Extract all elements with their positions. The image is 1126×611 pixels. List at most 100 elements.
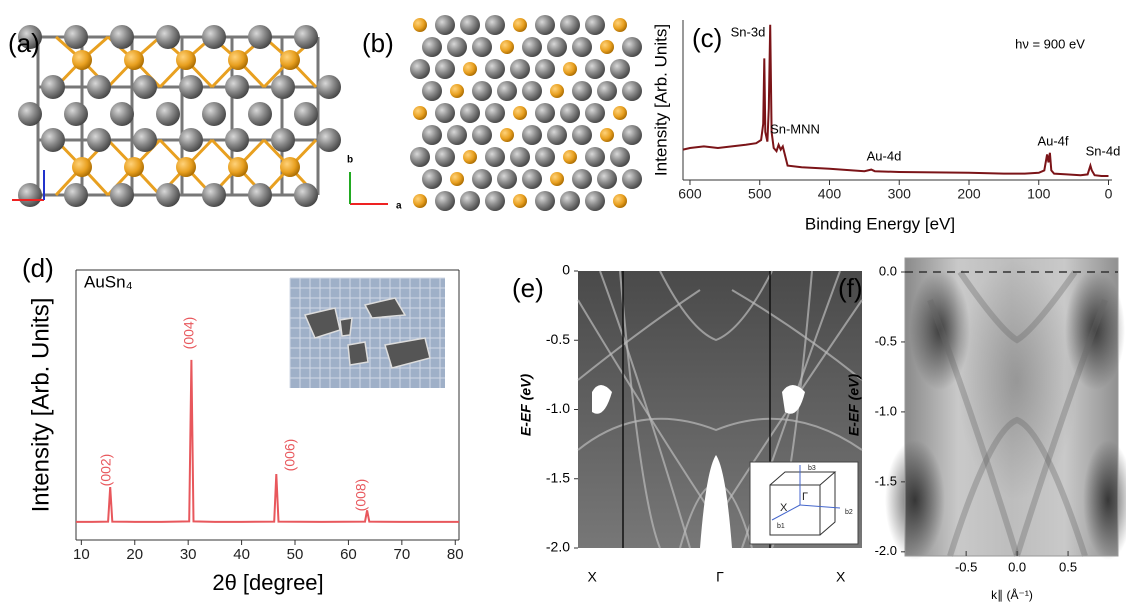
decoration-shape	[271, 128, 295, 152]
x-tick-label: 0	[1105, 186, 1113, 202]
decoration-shape	[413, 194, 427, 208]
y-tick-label: -0.5	[546, 331, 570, 347]
decoration-shape	[572, 125, 592, 145]
decoration-shape	[176, 50, 196, 70]
decoration-shape	[547, 37, 567, 57]
decoration-shape	[450, 172, 464, 186]
decoration-shape	[202, 102, 226, 126]
panel-label: (e)	[512, 273, 544, 303]
decoration-shape	[271, 75, 295, 99]
decoration-shape	[248, 183, 272, 207]
x-tick-label: 10	[73, 546, 90, 563]
decoration-shape	[585, 147, 605, 167]
annotation: (004)	[181, 317, 197, 350]
decoration-shape	[563, 62, 577, 76]
y-tick-label: -1.5	[546, 469, 570, 485]
decoration-shape	[202, 25, 226, 49]
decoration-shape	[41, 128, 65, 152]
decoration-shape	[64, 183, 88, 207]
decoration-shape	[472, 125, 492, 145]
x-tick-label: 300	[888, 186, 912, 202]
decoration-shape	[560, 103, 580, 123]
decoration-shape	[550, 84, 564, 98]
decoration-shape	[500, 128, 514, 142]
decoration-shape	[248, 25, 272, 49]
decoration-shape	[472, 81, 492, 101]
x-tick-label: 500	[748, 186, 772, 202]
decoration-shape	[87, 128, 111, 152]
annotation: (008)	[353, 479, 369, 512]
chart-title: AuSn₄	[84, 272, 133, 291]
decoration-shape	[435, 15, 455, 35]
decoration-shape	[535, 15, 555, 35]
decoration-shape	[600, 128, 614, 142]
decoration-shape	[585, 191, 605, 211]
x-tick-label: 20	[126, 546, 143, 563]
decoration-shape	[600, 40, 614, 54]
decoration-shape	[64, 25, 88, 49]
decoration-shape	[124, 157, 144, 177]
x-tick-label: 40	[233, 546, 250, 563]
decoration-shape	[18, 102, 42, 126]
y-axis-label: Intensity [Arb. Units]	[651, 24, 670, 176]
decoration-shape	[885, 440, 945, 560]
decoration-shape	[460, 191, 480, 211]
axis-letter: a	[396, 201, 402, 212]
annotation: hν = 900 eV	[1015, 36, 1085, 51]
y-tick-label: -1.0	[546, 400, 570, 416]
x-tick-label: 200	[957, 186, 981, 202]
y-axis-label: E-EF (eV)	[846, 374, 862, 437]
figure: (a) (b) b a (c)6005004003002001000Bindin…	[0, 0, 1126, 606]
decoration-shape	[133, 128, 157, 152]
decoration-shape	[513, 106, 527, 120]
decoration-shape	[133, 75, 157, 99]
decoration-shape	[64, 102, 88, 126]
decoration-shape	[622, 37, 642, 57]
decoration-shape	[497, 81, 517, 101]
x-tick-label: 0.0	[1008, 559, 1026, 574]
decoration-shape	[413, 18, 427, 32]
x-tick-label: Γ	[716, 569, 724, 585]
decoration-shape	[510, 147, 530, 167]
decoration-shape	[294, 25, 318, 49]
decoration-shape	[563, 150, 577, 164]
decoration-shape	[597, 81, 617, 101]
y-axis-label: Intensity [Arb. Units]	[27, 298, 54, 513]
decoration-shape	[41, 75, 65, 99]
decoration-shape	[497, 169, 517, 189]
decoration-shape	[18, 183, 42, 207]
decoration-shape	[485, 59, 505, 79]
annotation: Sn-3d	[731, 24, 766, 39]
decoration-shape	[500, 40, 514, 54]
decoration-shape	[228, 157, 248, 177]
decoration-shape	[513, 18, 527, 32]
decoration-shape	[572, 169, 592, 189]
decoration-shape	[510, 59, 530, 79]
decoration-shape	[110, 25, 134, 49]
decoration-shape	[463, 150, 477, 164]
x-tick-label: 0.5	[1059, 559, 1077, 574]
decoration-shape	[202, 183, 226, 207]
decoration-shape	[435, 59, 455, 79]
decoration-shape	[622, 125, 642, 145]
decoration-shape	[472, 37, 492, 57]
y-tick-label: -1.0	[875, 403, 897, 418]
decoration-shape	[413, 106, 427, 120]
decoration-shape	[176, 157, 196, 177]
annotation: (002)	[98, 454, 114, 487]
decoration-shape	[522, 37, 542, 57]
decoration-shape	[613, 18, 627, 32]
decoration-shape	[547, 125, 567, 145]
x-tick-label: 30	[180, 546, 197, 563]
decoration-shape	[422, 125, 442, 145]
decoration-shape	[179, 75, 203, 99]
decoration-shape	[522, 169, 542, 189]
decoration-shape	[485, 147, 505, 167]
decoration-shape	[435, 147, 455, 167]
decoration-shape	[317, 75, 341, 99]
panel-label: (d)	[22, 253, 54, 283]
decoration-shape	[750, 462, 858, 544]
x-tick-label: X	[588, 569, 598, 585]
decoration-shape	[460, 15, 480, 35]
annotation: Sn-MNN	[770, 121, 820, 136]
